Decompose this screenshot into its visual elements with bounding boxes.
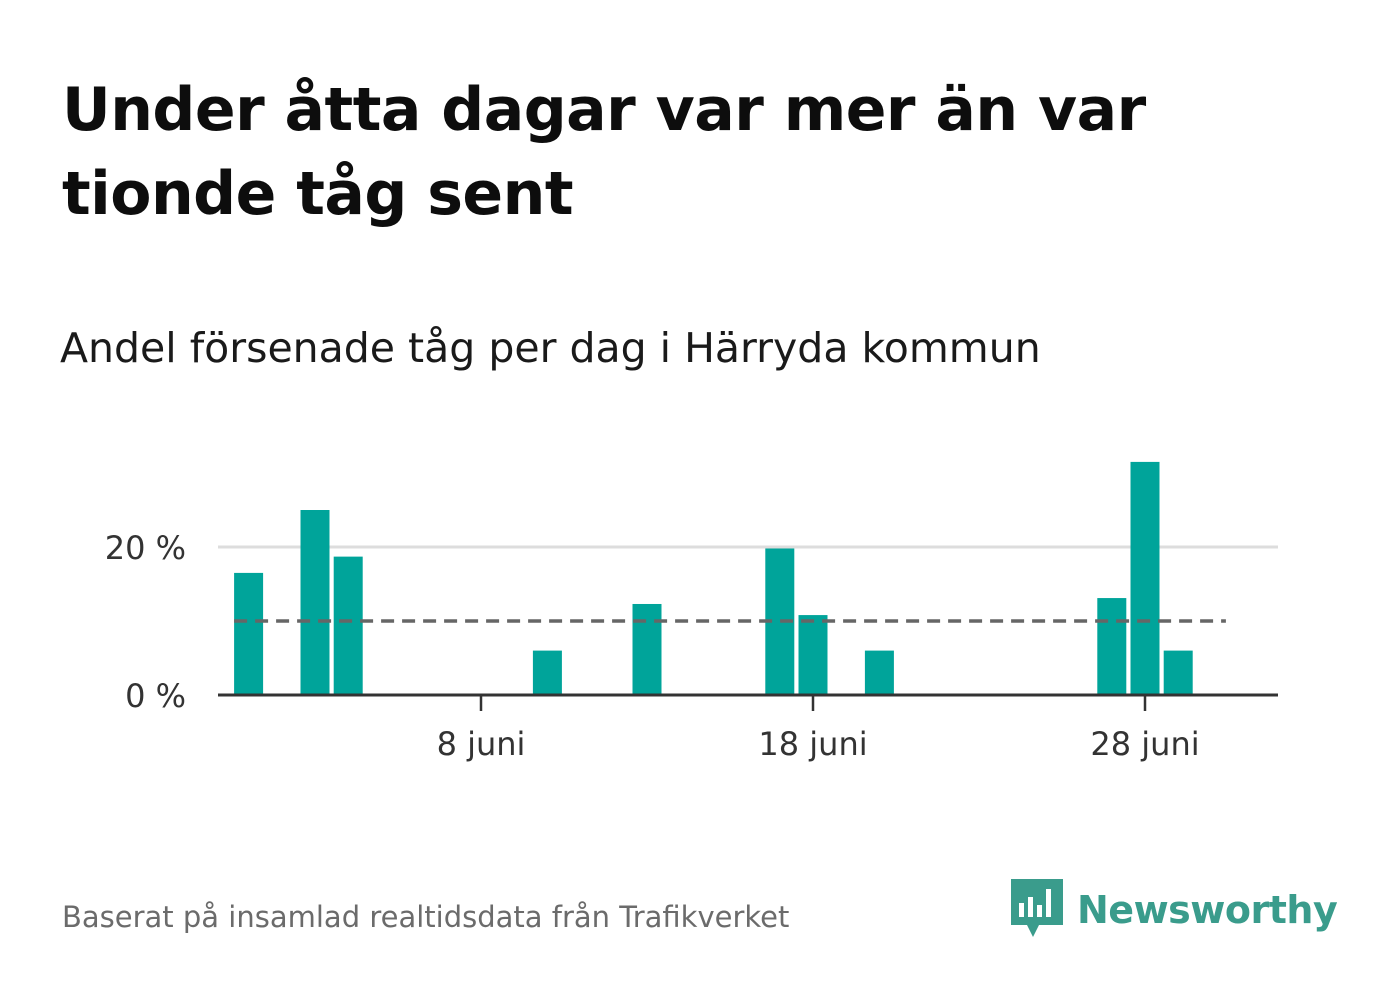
y-tick-label: 20 % <box>105 529 186 567</box>
x-tick-label: 28 juni <box>1090 725 1199 763</box>
bar <box>798 615 828 695</box>
newsworthy-logo-icon <box>1011 879 1063 937</box>
bar <box>234 572 264 695</box>
bar-chart: 0 % 20 % 8 juni 18 juni 28 juni <box>105 461 1278 763</box>
brand-logo[interactable]: Newsworthy <box>1011 879 1338 941</box>
page-title: Under åtta dagar var mer än var tionde t… <box>62 75 1146 229</box>
y-tick-label: 0 % <box>125 677 186 715</box>
bar <box>333 556 363 695</box>
bar <box>532 650 562 695</box>
bar <box>300 510 330 695</box>
bar <box>1130 461 1160 695</box>
source-note: Baserat på insamlad realtidsdata från Tr… <box>62 900 790 934</box>
bar <box>1097 598 1127 695</box>
chart-subtitle: Andel försenade tåg per dag i Härryda ko… <box>60 324 1041 372</box>
x-tick-label: 18 juni <box>758 725 867 763</box>
bar <box>1163 650 1193 695</box>
brand-name: Newsworthy <box>1077 888 1338 932</box>
bar <box>864 650 894 695</box>
x-tick-label: 8 juni <box>437 725 526 763</box>
bar <box>632 603 662 695</box>
